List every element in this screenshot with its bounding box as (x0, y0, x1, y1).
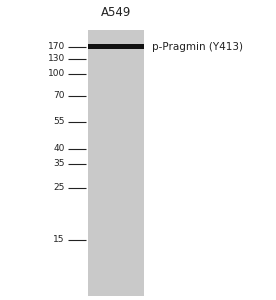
Text: 70: 70 (53, 92, 65, 100)
Text: 35: 35 (53, 159, 65, 168)
Text: 55: 55 (53, 117, 65, 126)
Text: 100: 100 (47, 69, 65, 78)
Text: 40: 40 (54, 144, 65, 153)
Text: 25: 25 (54, 183, 65, 192)
Text: 15: 15 (53, 236, 65, 244)
Text: 170: 170 (47, 42, 65, 51)
Bar (88, 30, 144, 296)
Text: p-Pragmin (Y413): p-Pragmin (Y413) (152, 41, 243, 52)
Text: A549: A549 (101, 5, 131, 19)
Text: 130: 130 (47, 54, 65, 63)
Bar (88, 44, 144, 49)
